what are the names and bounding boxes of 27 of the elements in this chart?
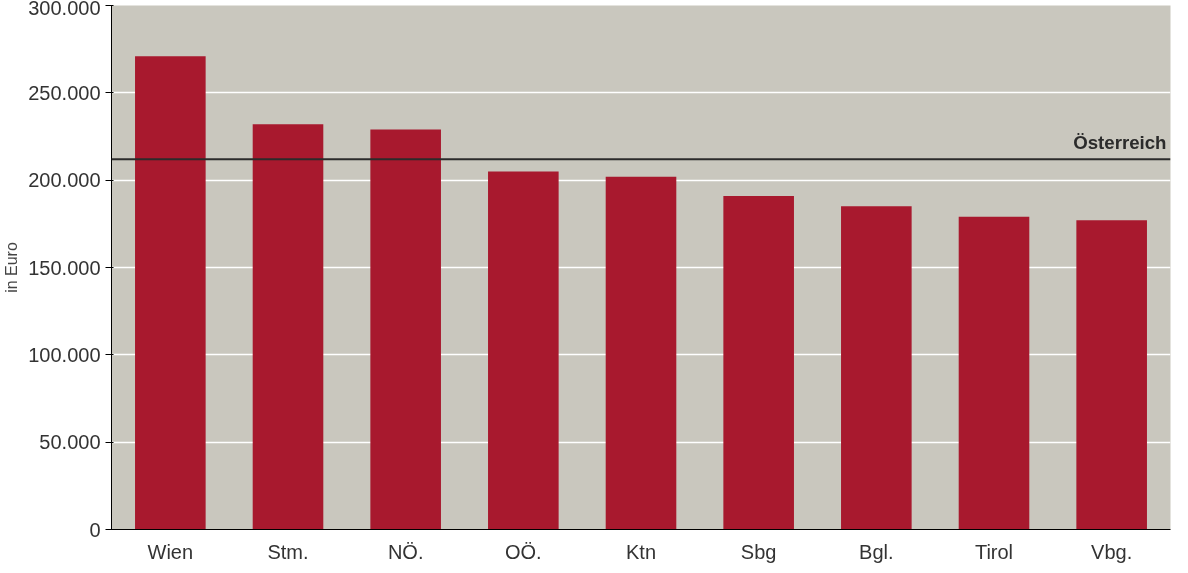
y-axis-title: in Euro	[3, 242, 21, 293]
y-tick-label: 50.000	[39, 431, 101, 454]
bar	[723, 195, 794, 530]
y-tick-label: 300.000	[28, 0, 101, 19]
x-tick-label: OÖ.	[505, 540, 542, 563]
bar	[1076, 220, 1147, 530]
ref-line-label: Österreich	[1073, 132, 1167, 154]
bar	[958, 216, 1030, 530]
y-tick-label: 150.000	[28, 256, 101, 279]
x-tick-label: NÖ.	[387, 540, 424, 563]
x-tick-label: Vbg.	[1091, 540, 1133, 563]
y-tick-label: 250.000	[28, 81, 101, 104]
y-tick-label: 0	[89, 518, 101, 541]
x-tick-label: Ktn	[625, 540, 657, 563]
x-tick-label: Sbg	[740, 540, 777, 563]
bar	[488, 171, 559, 530]
x-tick-label: Bgl.	[859, 540, 894, 563]
y-tick-label: 100.000	[28, 343, 101, 366]
bar	[135, 56, 206, 530]
bar	[370, 129, 441, 530]
x-tick-label: Tirol	[974, 540, 1014, 563]
bar	[252, 124, 324, 530]
bar	[605, 176, 677, 530]
bar	[841, 206, 912, 530]
x-tick-label: Wien	[147, 540, 194, 563]
x-tick-label: Stm.	[267, 540, 309, 563]
y-tick-label: 200.000	[28, 169, 101, 192]
